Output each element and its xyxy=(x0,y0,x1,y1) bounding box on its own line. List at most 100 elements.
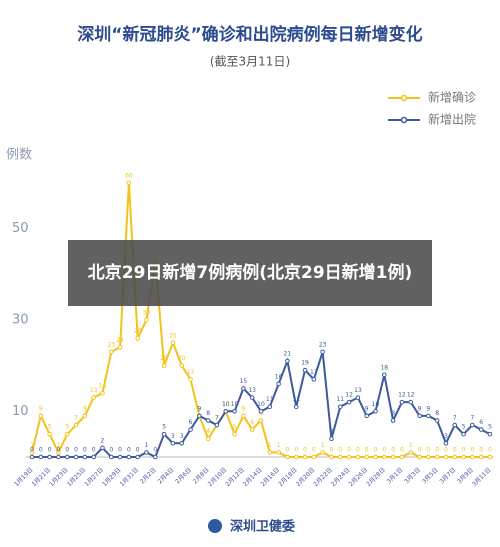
point xyxy=(390,454,396,460)
data-label: 5 xyxy=(48,424,52,431)
point xyxy=(64,431,70,437)
point xyxy=(161,431,167,437)
data-label: 10 xyxy=(257,401,265,408)
x-tick-label: 1月31日 xyxy=(119,467,141,489)
data-label: 19 xyxy=(301,360,309,367)
data-label: 10 xyxy=(231,401,239,408)
point xyxy=(434,418,440,423)
point xyxy=(73,454,79,460)
data-label: 7 xyxy=(74,415,78,422)
point xyxy=(478,454,484,460)
data-label: 4 xyxy=(330,428,334,435)
point xyxy=(100,445,105,451)
data-label: 0 xyxy=(347,447,351,454)
point xyxy=(443,454,449,460)
point xyxy=(311,377,317,382)
point xyxy=(302,454,308,460)
data-label: 7 xyxy=(215,415,219,422)
data-label: 25 xyxy=(169,332,177,339)
data-label: 12 xyxy=(398,392,406,399)
point xyxy=(241,413,246,419)
point xyxy=(126,180,132,186)
data-label: 13 xyxy=(90,387,98,394)
point xyxy=(82,454,88,460)
point xyxy=(91,395,96,400)
data-label: 0 xyxy=(109,447,113,454)
data-label: 0 xyxy=(374,447,378,454)
point xyxy=(161,363,167,368)
point xyxy=(355,395,361,400)
data-label: 13 xyxy=(248,387,256,394)
data-label: 0 xyxy=(338,447,342,454)
point xyxy=(135,454,140,460)
data-label: 9 xyxy=(426,405,430,412)
legend-marker xyxy=(400,94,408,102)
point xyxy=(478,427,484,432)
data-label: 15 xyxy=(240,378,248,385)
point xyxy=(214,422,220,428)
point xyxy=(408,399,414,405)
y-tick-label: 30 xyxy=(12,312,29,327)
data-label: 9 xyxy=(197,405,201,412)
data-label: 0 xyxy=(65,447,69,454)
x-tick-label: 2月28日 xyxy=(365,467,387,489)
data-label: 0 xyxy=(92,447,96,454)
data-label: 6 xyxy=(479,419,483,426)
point xyxy=(399,399,405,405)
data-label: 0 xyxy=(435,447,439,454)
data-label: 0 xyxy=(83,447,87,454)
chart-subtitle: (截至3月11日) xyxy=(210,55,290,69)
data-label: 0 xyxy=(48,447,52,454)
point xyxy=(470,454,475,460)
data-label: 0 xyxy=(312,447,316,454)
y-axis-label: 例数 xyxy=(6,148,32,163)
point xyxy=(337,454,343,460)
point xyxy=(426,413,431,419)
data-label: 11 xyxy=(336,396,344,403)
data-label: 1 xyxy=(321,442,325,449)
data-label: 60 xyxy=(125,172,133,179)
data-label: 24 xyxy=(116,337,124,344)
x-tick-label: 3月1日 xyxy=(386,467,405,486)
point xyxy=(188,427,193,432)
data-label: 17 xyxy=(187,369,195,376)
data-label: 6 xyxy=(250,419,254,426)
point xyxy=(29,450,35,455)
point xyxy=(329,436,334,442)
point xyxy=(311,454,317,460)
data-label: 17 xyxy=(310,369,318,376)
x-tick-label: 3月7日 xyxy=(438,467,457,486)
point xyxy=(73,422,79,428)
data-label: 10 xyxy=(222,401,230,408)
point xyxy=(144,450,149,455)
data-label: 9 xyxy=(365,405,369,412)
data-label: 7 xyxy=(215,415,219,422)
data-label: 23 xyxy=(107,341,115,348)
point xyxy=(267,404,273,410)
data-label: 20 xyxy=(178,355,186,362)
point xyxy=(179,363,185,368)
point xyxy=(267,450,273,455)
data-label: 0 xyxy=(462,447,466,454)
point xyxy=(364,413,369,419)
data-label: 1 xyxy=(145,442,149,449)
data-label: 0 xyxy=(488,447,492,454)
data-label: 5 xyxy=(233,424,237,431)
point xyxy=(426,454,431,460)
data-label: 0 xyxy=(30,447,34,454)
data-label: 5 xyxy=(488,424,492,431)
legend-label: 新增出院 xyxy=(428,112,476,127)
data-label: 3 xyxy=(171,433,175,440)
data-label: 0 xyxy=(303,447,307,454)
point xyxy=(293,404,299,410)
point xyxy=(408,450,414,455)
data-label: 16 xyxy=(275,373,283,380)
point xyxy=(293,454,299,460)
point xyxy=(346,454,352,460)
data-label: 9 xyxy=(418,405,422,412)
data-label: 8 xyxy=(391,410,395,417)
point xyxy=(434,454,440,460)
data-label: 0 xyxy=(294,447,298,454)
data-label: 0 xyxy=(74,447,78,454)
data-label: 0 xyxy=(391,447,395,454)
